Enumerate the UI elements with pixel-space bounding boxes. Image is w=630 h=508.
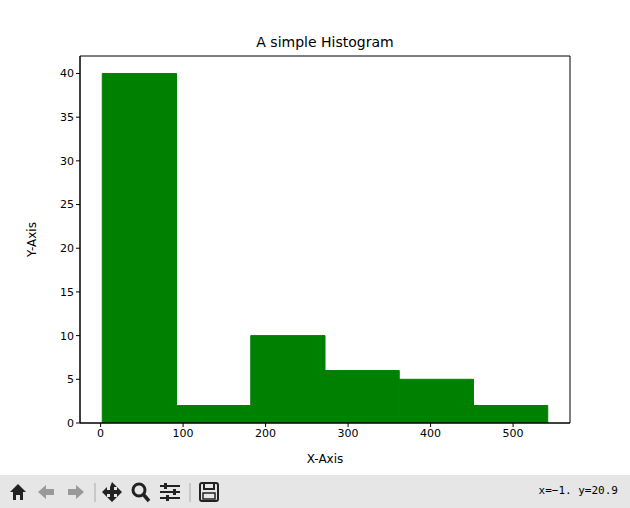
svg-text:500: 500 [503,427,524,440]
svg-text:100: 100 [173,427,194,440]
html-text:A simple Histogram: A simple Histogram [256,34,394,50]
svg-text:15: 15 [60,286,74,299]
svg-text:35: 35 [60,111,74,124]
svg-text:0: 0 [67,417,74,430]
svg-text:X-Axis: X-Axis [307,452,344,466]
svg-text:400: 400 [420,427,441,440]
svg-text:40: 40 [60,67,74,80]
svg-text:Y-Axis: Y-Axis [25,222,39,258]
svg-text:300: 300 [338,427,359,440]
svg-text:5: 5 [67,373,74,386]
svg-text:30: 30 [60,155,74,168]
html-text:x=−1. y=20.9: x=−1. y=20.9 [538,484,618,497]
svg-text:0: 0 [97,427,104,440]
svg-text:200: 200 [255,427,276,440]
svg-text:10: 10 [60,330,74,343]
svg-text:25: 25 [60,198,74,211]
svg-text:20: 20 [60,242,74,255]
